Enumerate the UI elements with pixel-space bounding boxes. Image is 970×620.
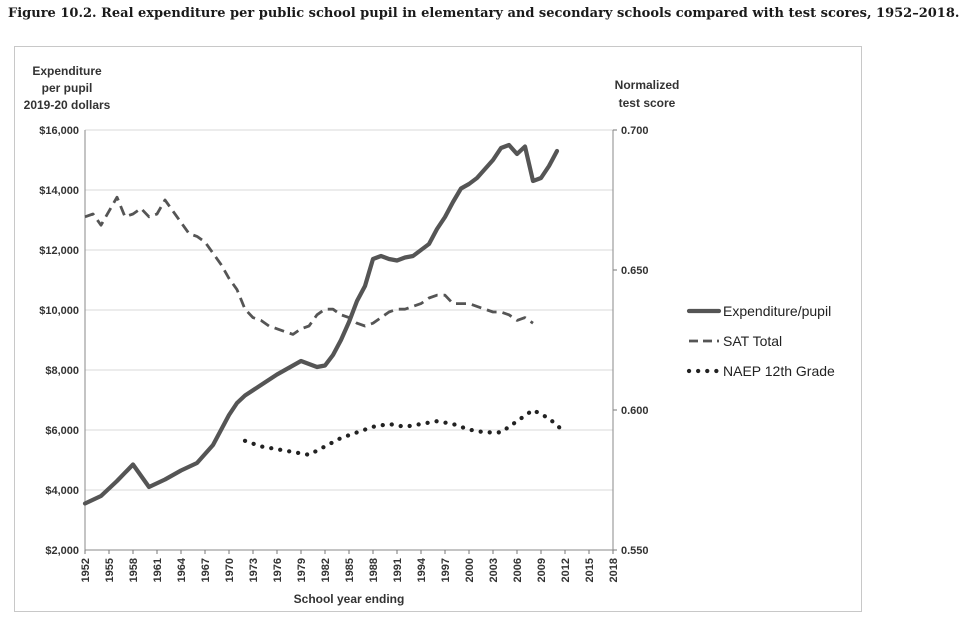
x-tick-label: 2003 [488,558,500,582]
gridlines [85,129,613,551]
y-left-tick-label: $2,000 [45,545,79,557]
x-tick-label: 2018 [608,558,620,582]
x-tick-label: 1979 [296,558,308,582]
axes: $2,000 $4,000 $6,000 $8,000 $10,000 $12,000 $1… [39,125,648,582]
series-lines [82,142,568,506]
y-left-tick-label: $16,000 [39,125,79,137]
y-left-tick-label: $12,000 [39,245,79,257]
x-tick-label: 1994 [416,557,428,582]
x-tick-label: 1982 [320,558,332,582]
axis-labels: Expenditure per pupil 2019-20 dollars Norma… [24,64,680,606]
x-tick-label: 2009 [536,558,548,582]
x-tick-label: 1970 [224,558,236,582]
y-right-axis-title: test score [619,96,676,110]
x-tick-label: 2000 [464,558,476,582]
y-right-tick-label: 0.550 [621,545,649,557]
x-axis-title: School year ending [294,592,405,606]
y-left-tick-label: $14,000 [39,185,79,197]
x-tick-label: 2012 [560,558,572,582]
x-tick-label: 1973 [248,558,260,582]
y-left-axis-title: 2019-20 dollars [24,98,111,112]
y-left-axis-title: Expenditure [32,64,102,78]
x-tick-label: 1976 [272,558,284,582]
y-left-tick-label: $4,000 [45,485,79,497]
x-tick-label: 2015 [584,558,596,582]
x-tick-label: 1958 [128,558,140,582]
x-tick-label: 2006 [512,558,524,582]
x-tick-label: 1988 [368,558,380,582]
legend-label: NAEP 12th Grade [723,363,835,379]
y-right-tick-label: 0.700 [621,125,649,137]
x-tick-label: 1967 [200,558,212,582]
legend: Expenditure/pupil SAT Total NAEP 12th Grad… [686,303,835,379]
legend-label: SAT Total [723,333,782,349]
x-tick-label: 1964 [176,557,188,582]
y-left-axis-title: per pupil [42,81,93,95]
line-chart: $2,000 $4,000 $6,000 $8,000 $10,000 $12,000 $1… [24,64,835,606]
x-tick-label: 1985 [344,558,356,582]
chart-frame: $2,000 $4,000 $6,000 $8,000 $10,000 $12,000 $1… [14,46,862,612]
x-tick-label: 1991 [392,558,404,582]
series-line-expenditure-pupil [82,142,560,506]
y-left-tick-label: $6,000 [45,425,79,437]
figure-title: Figure 10.2. Real expenditure per public… [8,6,960,21]
y-right-axis-title: Normalized [615,78,680,92]
x-tick-label: 1997 [440,558,452,582]
y-left-tick-label: $10,000 [39,305,79,317]
x-tick-label: 1961 [152,558,164,582]
series-line-naep-12th-grade [242,407,568,457]
series-line-sat-total [84,195,534,336]
y-right-tick-label: 0.650 [621,265,649,277]
x-tick-label: 1955 [104,558,116,582]
legend-label: Expenditure/pupil [723,303,831,319]
x-tick-label: 1952 [80,558,92,582]
y-right-tick-label: 0.600 [621,405,649,417]
y-left-tick-label: $8,000 [45,365,79,377]
